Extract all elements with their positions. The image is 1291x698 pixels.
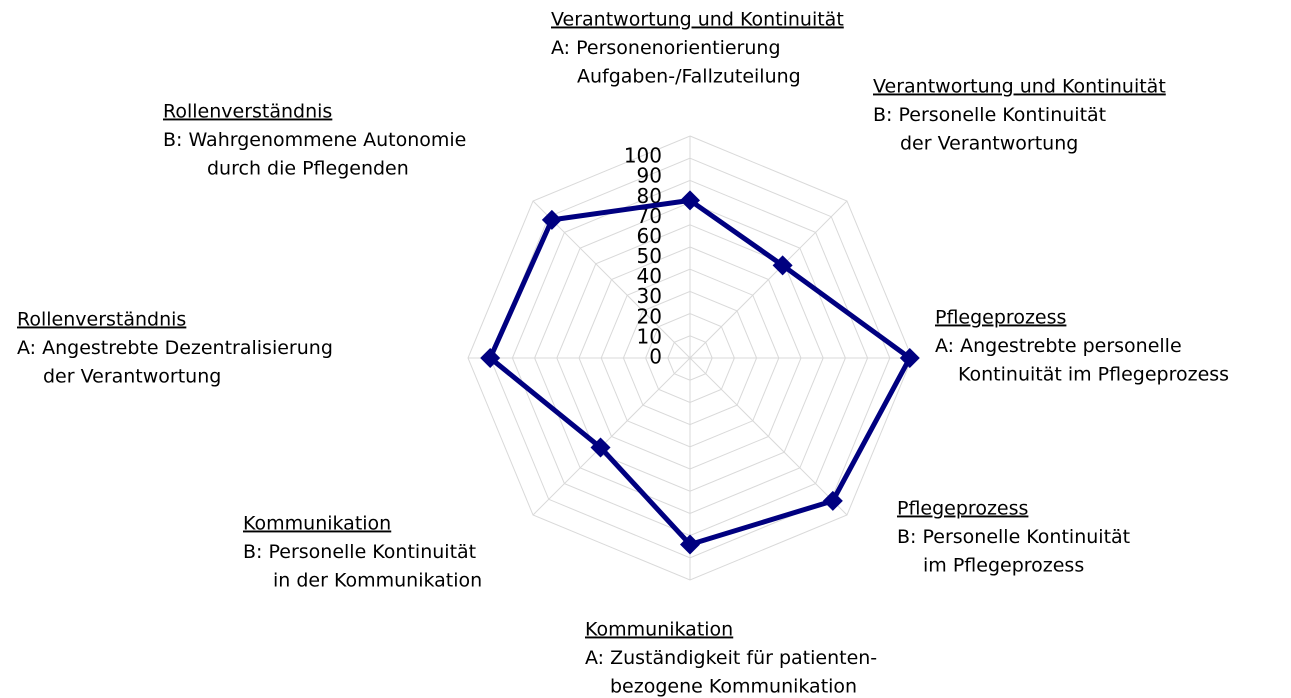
axis-title: Verantwortung und Kontinuität xyxy=(551,9,844,31)
axis-label: der Verantwortung xyxy=(900,133,1078,155)
spoke xyxy=(689,357,848,516)
tick-label: 50 xyxy=(637,244,662,268)
axis-label: im Pflegeprozess xyxy=(923,555,1084,577)
axis-label: A: Zuständigkeit für patienten- xyxy=(585,647,877,669)
tick-label: 40 xyxy=(637,264,662,288)
axis-title: Kommunikation xyxy=(243,513,391,535)
axis-title: Rollenverständnis xyxy=(17,309,186,331)
axis-title: Pflegeprozess xyxy=(935,307,1066,329)
tick-label: 20 xyxy=(637,304,662,328)
axis-label: A: Personenorientierung xyxy=(551,37,781,59)
marker xyxy=(822,490,843,511)
marker xyxy=(480,348,501,368)
axis-label: B: Personelle Kontinuität xyxy=(873,104,1106,126)
marker xyxy=(899,348,920,368)
axis-label: B: Personelle Kontinuität xyxy=(243,541,476,563)
axis-label: durch die Pflegenden xyxy=(207,158,409,180)
marker xyxy=(772,255,793,276)
tick-label: 10 xyxy=(637,324,662,348)
axis-label: A: Angestrebte personelle xyxy=(935,335,1182,357)
marker xyxy=(680,190,700,211)
spoke xyxy=(532,357,691,516)
series-line xyxy=(487,197,913,547)
axis-title: Kommunikation xyxy=(585,619,733,641)
axis-label: bezogene Kommunikation xyxy=(610,676,857,698)
marker xyxy=(541,209,562,230)
axis-label: in der Kommunikation xyxy=(273,570,482,592)
axis-label: B: Personelle Kontinuität xyxy=(897,526,1130,548)
tick-label: 100 xyxy=(624,144,662,168)
tick-label: 30 xyxy=(637,284,662,308)
axis-label: B: Wahrgenommene Autonomie xyxy=(163,129,466,151)
axis-label: A: Angestrebte Dezentralisierung xyxy=(17,337,333,359)
tick-label: 60 xyxy=(637,224,662,248)
axis-label: der Verantwortung xyxy=(43,366,221,388)
marker xyxy=(680,534,700,555)
tick-label: 90 xyxy=(637,164,662,188)
axis-title: Rollenverständnis xyxy=(163,101,332,123)
axis-label: Aufgaben-/Fallzuteilung xyxy=(577,66,801,88)
spoke xyxy=(532,200,691,359)
axis-title: Pflegeprozess xyxy=(897,498,1028,520)
axis-title: Verantwortung und Kontinuität xyxy=(873,76,1166,98)
tick-label: 0 xyxy=(649,345,662,369)
spoke xyxy=(689,200,848,359)
axis-label: Kontinuität im Pflegeprozess xyxy=(958,364,1229,386)
marker xyxy=(590,437,611,458)
